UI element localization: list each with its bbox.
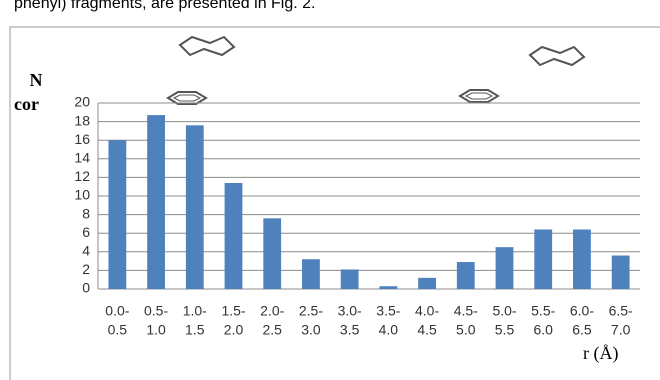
x-tick-label: 2.5: [262, 322, 282, 338]
x-tick-label: 6.5: [572, 322, 592, 338]
molecule-icons: [168, 37, 584, 104]
x-tick-label: 1.0-: [183, 303, 207, 319]
bar: [573, 229, 591, 289]
x-tick-label: 0.5-: [144, 303, 168, 319]
x-tick-label: 6.5-: [609, 303, 633, 319]
x-tick-label: 4.0: [379, 322, 399, 338]
bar: [496, 247, 514, 289]
y-tick-label: 2: [82, 261, 90, 277]
x-tick-label: 4.0-: [415, 303, 439, 319]
y-tick-label: 8: [82, 205, 90, 221]
x-tick-label: 2.0: [224, 322, 244, 338]
y-axis-label: cor: [14, 94, 39, 114]
x-tick-label: 5.5-: [531, 303, 555, 319]
y-tick-label: 12: [74, 168, 90, 184]
bar: [418, 278, 436, 289]
x-tick-label: 4.5: [417, 322, 437, 338]
x-tick-label: 6.0: [533, 322, 553, 338]
x-tick-label: 2.5-: [299, 303, 323, 319]
bar: [457, 262, 475, 289]
bar: [379, 286, 397, 289]
context-text: phenyl) fragments, are presented in Fig.…: [14, 0, 316, 12]
x-tick-label: 5.5: [495, 322, 515, 338]
bar: [147, 115, 165, 289]
y-tick-label: 10: [74, 187, 90, 203]
x-tick-label: 3.5-: [376, 303, 400, 319]
x-tick-label: 6.0-: [570, 303, 594, 319]
y-tick-label: 18: [74, 112, 90, 128]
bar: [108, 140, 126, 289]
bar: [612, 256, 630, 289]
x-tick-label: 1.0: [146, 322, 166, 338]
x-tick-label: 5.0-: [492, 303, 516, 319]
x-tick-label: 3.5: [340, 322, 360, 338]
y-tick-label: 4: [82, 243, 90, 259]
x-tick-label: 3.0: [301, 322, 321, 338]
x-tick-label: 1.5-: [221, 303, 245, 319]
y-tick-label: 20: [74, 94, 90, 110]
x-tick-label: 2.0-: [260, 303, 284, 319]
x-tick-label: 4.5-: [454, 303, 478, 319]
bar: [534, 229, 552, 289]
page: phenyl) fragments, are presented in Fig.…: [0, 0, 660, 380]
x-tick-label: 3.0-: [338, 303, 362, 319]
x-tick-label: 1.5: [185, 322, 205, 338]
y-tick-label: 16: [74, 131, 90, 147]
x-tick-label: 5.0: [456, 322, 476, 338]
bar: [225, 183, 243, 289]
y-tick-label: 0: [82, 280, 90, 296]
y-axis-label: N: [30, 70, 43, 90]
bar: [302, 259, 320, 289]
bar: [341, 269, 359, 289]
x-tick-label: 7.0: [611, 322, 631, 338]
x-tick-label: 0.0-: [105, 303, 129, 319]
x-tick-label: 0.5: [108, 322, 128, 338]
y-tick-label: 14: [74, 150, 90, 166]
x-axis-label: r (Å): [583, 343, 618, 364]
bar: [263, 218, 281, 289]
bar: [186, 125, 204, 289]
y-tick-label: 6: [82, 224, 90, 240]
